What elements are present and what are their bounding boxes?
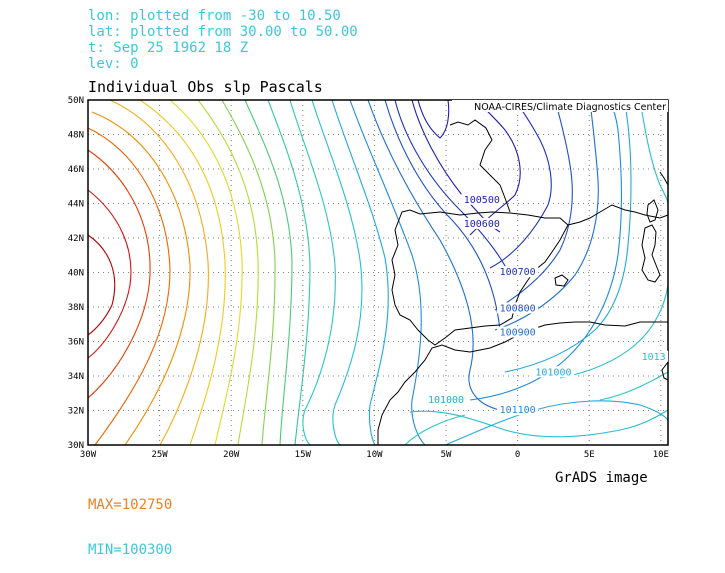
contour-line: [169, 99, 243, 446]
france-coastline: [449, 119, 511, 213]
contour-line: [87, 127, 171, 446]
x-tick-label: 5E: [584, 450, 595, 460]
contour-line: [87, 189, 132, 359]
contour-line: [244, 99, 293, 446]
x-tick-label: 20W: [223, 450, 240, 460]
contour-label-bg: [461, 193, 503, 205]
map-frame: [87, 99, 669, 446]
contour-label: 100500: [464, 195, 500, 206]
contour-line: [91, 111, 191, 446]
contour-line: [409, 409, 669, 438]
contour-line: [109, 99, 209, 446]
contour-line: [87, 149, 151, 399]
contour-label-bg: [497, 266, 539, 278]
france-south-coastline: [567, 204, 669, 226]
tick-labels: 30W 25W 20W 15W 10W 5W 0 5E 10E 30N 32N 34N 36N 38N 40…: [68, 96, 669, 460]
sicily-coastline: [661, 361, 669, 381]
contour-label: 1013: [642, 352, 666, 363]
contour-line: [494, 99, 599, 331]
x-tick-label: 25W: [151, 450, 168, 460]
y-tick-label: 40N: [68, 269, 84, 279]
max-value: MAX=102750: [88, 497, 173, 513]
contour-line: [599, 371, 669, 401]
y-tick-label: 32N: [68, 407, 84, 417]
contour-line: [417, 99, 450, 139]
time-text: t: Sep 25 1962 18 Z: [88, 40, 249, 56]
y-tick-label: 30N: [68, 441, 84, 451]
level-text: lev: 0: [88, 56, 139, 72]
corsica-coastline: [646, 199, 659, 223]
contour-line: [311, 99, 363, 446]
contour-label: 101000: [535, 367, 571, 378]
contour-line: [267, 99, 311, 446]
x-tick-label: 10E: [653, 450, 669, 460]
contour-label-bg: [461, 217, 503, 229]
x-tick-label: 30W: [80, 450, 97, 460]
y-tick-label: 42N: [68, 234, 84, 244]
contour-label: 100700: [500, 267, 536, 278]
y-tick-label: 36N: [68, 338, 84, 348]
contour-line: [444, 400, 669, 446]
pressure-map: 30W 25W 20W 15W 10W 5W 0 5E 10E 30N 32N 34N 36N 38N 40…: [68, 96, 669, 460]
min-value: MIN=100300: [88, 542, 173, 558]
contour-label: 101000: [428, 395, 464, 406]
balearic-coastline: [554, 274, 569, 287]
italy-coastline: [659, 171, 669, 186]
iberia-coastline: [391, 209, 569, 346]
y-tick-label: 48N: [68, 131, 84, 141]
contour-line: [331, 99, 389, 446]
map-grid: [88, 100, 668, 445]
contour-line: [504, 99, 632, 373]
contour-line: [559, 284, 669, 379]
credit-text: NOAA-CIRES/Climate Diagnostics Center: [474, 102, 666, 113]
contour-line: [384, 99, 501, 331]
contour-label: 100900: [500, 328, 536, 339]
contour-line: [469, 99, 622, 401]
y-tick-label: 34N: [68, 372, 84, 382]
contour-label-bg: [497, 404, 539, 416]
contour-line: [469, 99, 521, 236]
contour-line: [394, 99, 511, 276]
contour-line: [367, 99, 501, 411]
contour-line: [289, 99, 336, 446]
x-tick-label: 15W: [295, 450, 312, 460]
contour-label: 101100: [500, 405, 536, 416]
contour-line: [197, 99, 259, 446]
contour-label: 100600: [464, 219, 500, 230]
plot-title: Individual Obs slp Pascals: [88, 78, 323, 96]
sardinia-coastline: [641, 224, 661, 283]
plot-header: lon: plotted from -30 to 10.50 lat: plot…: [88, 8, 358, 72]
contour-line: [221, 99, 276, 446]
contour-label-bg: [639, 350, 669, 362]
lon-range-text: lon: plotted from -30 to 10.50: [88, 8, 341, 24]
x-tick-label: 5W: [441, 450, 452, 460]
contour-label-bg: [497, 326, 539, 338]
contour-label: 100800: [500, 303, 536, 314]
contour-line: [87, 234, 116, 336]
contour-line: [494, 99, 573, 311]
contour-line: [139, 99, 226, 446]
y-tick-label: 38N: [68, 303, 84, 313]
contour-line: [404, 414, 466, 446]
africa-coastline: [377, 321, 668, 445]
contour-line: [349, 99, 426, 446]
contour-label-bg: [532, 366, 575, 378]
contour-line: [639, 99, 669, 206]
credit-background: [452, 100, 668, 112]
y-tick-label: 46N: [68, 165, 84, 175]
lat-range-text: lat: plotted from 30.00 to 50.00: [88, 24, 358, 40]
contour-labels: 100500 100600 100700 100800 100900 101000 1011…: [425, 193, 669, 416]
contour-label-bg: [425, 393, 467, 405]
contour-line: [489, 99, 552, 269]
y-tick-label: 50N: [68, 96, 84, 106]
contour-label-bg: [497, 302, 539, 314]
x-tick-label: 10W: [366, 450, 383, 460]
max-min-block: MAX=102750 MIN=100300: [88, 468, 172, 573]
x-tick-label: 0: [515, 450, 520, 460]
grads-credit: GrADS image: [555, 470, 648, 486]
y-tick-label: 44N: [68, 200, 84, 210]
